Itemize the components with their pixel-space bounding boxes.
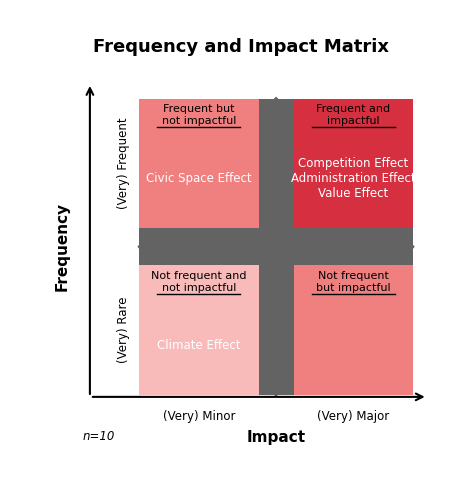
Bar: [139, 98, 259, 228]
Text: Climate Effect: Climate Effect: [157, 339, 241, 352]
Text: Frequent and
impactful: Frequent and impactful: [316, 104, 390, 126]
Text: (Very) Frequent: (Very) Frequent: [117, 118, 130, 209]
Text: Frequency: Frequency: [55, 202, 70, 292]
Bar: [139, 265, 259, 395]
Bar: [293, 98, 413, 228]
Polygon shape: [259, 380, 293, 397]
Text: Not frequent and
not impactful: Not frequent and not impactful: [151, 271, 247, 292]
Polygon shape: [398, 228, 415, 265]
Text: Competition Effect
Administration Effect
Value Effect: Competition Effect Administration Effect…: [291, 158, 415, 200]
Text: (Very) Major: (Very) Major: [317, 410, 390, 424]
Bar: [293, 265, 413, 395]
Polygon shape: [259, 96, 293, 114]
Text: (Very) Rare: (Very) Rare: [117, 297, 130, 364]
Bar: [139, 228, 413, 265]
Text: Frequent but
not impactful: Frequent but not impactful: [162, 104, 236, 126]
Text: Impact: Impact: [246, 430, 306, 444]
Text: n=10: n=10: [82, 430, 115, 442]
Text: Not frequent
but impactful: Not frequent but impactful: [316, 271, 390, 292]
Title: Frequency and Impact Matrix: Frequency and Impact Matrix: [93, 38, 390, 56]
Bar: [259, 98, 293, 395]
Polygon shape: [138, 228, 154, 265]
Text: Civic Space Effect: Civic Space Effect: [146, 172, 252, 186]
Text: (Very) Minor: (Very) Minor: [162, 410, 235, 424]
